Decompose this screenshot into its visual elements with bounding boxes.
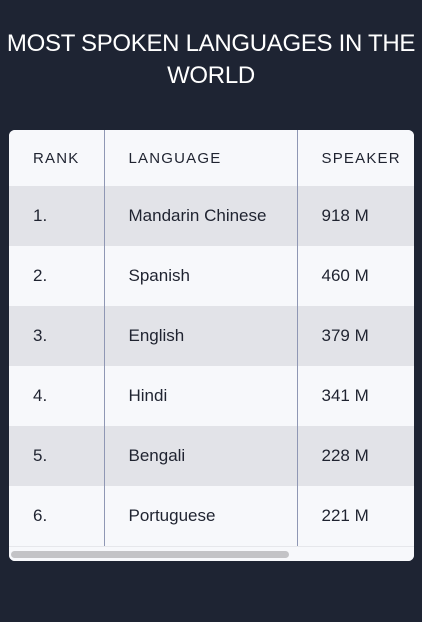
header-rank: RANK bbox=[9, 130, 105, 186]
languages-table: RANK LANGUAGE SPEAKER 1. Mandarin Chines… bbox=[9, 130, 414, 546]
cell-language: Portuguese bbox=[104, 486, 298, 546]
cell-speakers: 221 M bbox=[297, 486, 414, 546]
scrollbar-thumb[interactable] bbox=[11, 551, 289, 558]
table-row: 5. Bengali 228 M bbox=[9, 426, 414, 486]
table-row: 6. Portuguese 221 M bbox=[9, 486, 414, 546]
cell-speakers: 460 M bbox=[297, 246, 414, 306]
cell-rank: 3. bbox=[9, 306, 105, 366]
cell-speakers: 918 M bbox=[297, 186, 414, 246]
header-speakers: SPEAKER bbox=[297, 130, 414, 186]
cell-language: Bengali bbox=[104, 426, 298, 486]
header-language: LANGUAGE bbox=[104, 130, 298, 186]
cell-speakers: 379 M bbox=[297, 306, 414, 366]
cell-rank: 6. bbox=[9, 486, 105, 546]
cell-rank: 2. bbox=[9, 246, 105, 306]
cell-speakers: 341 M bbox=[297, 366, 414, 426]
page-title: MOST SPOKEN LANGUAGES IN THE WORLD bbox=[6, 30, 416, 89]
cell-rank: 1. bbox=[9, 186, 105, 246]
cell-speakers: 228 M bbox=[297, 426, 414, 486]
table-row: 2. Spanish 460 M bbox=[9, 246, 414, 306]
cell-rank: 5. bbox=[9, 426, 105, 486]
cell-language: English bbox=[104, 306, 298, 366]
table-header: RANK LANGUAGE SPEAKER bbox=[9, 130, 414, 186]
table-row: 1. Mandarin Chinese 918 M bbox=[9, 186, 414, 246]
horizontal-scrollbar[interactable] bbox=[9, 546, 414, 561]
cell-language: Mandarin Chinese bbox=[104, 186, 298, 246]
table-body: 1. Mandarin Chinese 918 M 2. Spanish 460… bbox=[9, 186, 414, 546]
cell-rank: 4. bbox=[9, 366, 105, 426]
table-scroll-area[interactable]: RANK LANGUAGE SPEAKER 1. Mandarin Chines… bbox=[9, 130, 414, 546]
cell-language: Hindi bbox=[104, 366, 298, 426]
cell-language: Spanish bbox=[104, 246, 298, 306]
languages-table-card: RANK LANGUAGE SPEAKER 1. Mandarin Chines… bbox=[9, 130, 414, 561]
table-row: 3. English 379 M bbox=[9, 306, 414, 366]
header-row: RANK LANGUAGE SPEAKER bbox=[9, 130, 414, 186]
table-row: 4. Hindi 341 M bbox=[9, 366, 414, 426]
